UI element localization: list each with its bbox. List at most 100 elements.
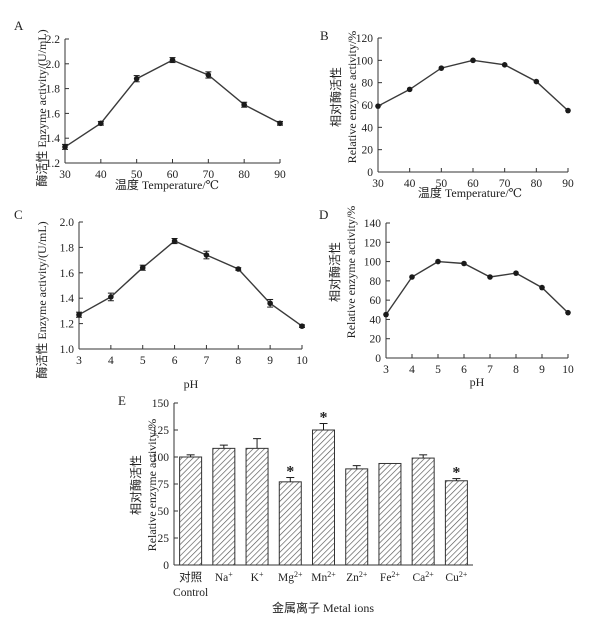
category-superscript: + bbox=[259, 570, 264, 579]
panel-a-y-tick-labels: 1.2 1.4 1.6 1.8 2.0 2.2 bbox=[46, 34, 61, 170]
panel-letter-d: D bbox=[319, 207, 328, 222]
data-point bbox=[539, 284, 545, 291]
panel-c-enzyme-activity-ph: C 酶活性 Enzyme activity/(U/mL) pH 3 4 5 6 7 8 9 1… bbox=[14, 207, 308, 391]
data-point bbox=[108, 294, 114, 300]
y-tick-label: 60 bbox=[370, 295, 382, 307]
x-tick-label: Fe2+ bbox=[380, 570, 401, 584]
significance-star: * bbox=[452, 465, 460, 482]
y-tick-label: 80 bbox=[362, 78, 374, 90]
category-base: Mg bbox=[278, 572, 294, 584]
panel-b-x-axis-label: 温度 Temperature/℃ bbox=[418, 185, 522, 200]
y-tick-label: 40 bbox=[362, 122, 374, 134]
panel-a-x-axis-label: 温度 Temperature/℃ bbox=[115, 177, 219, 192]
category-base: Zn bbox=[346, 572, 359, 584]
x-tick-label: 70 bbox=[499, 178, 511, 190]
panel-d-data-marks bbox=[383, 258, 571, 318]
x-tick-label: 对照 bbox=[179, 570, 202, 584]
x-tick-label: 6 bbox=[461, 364, 467, 376]
x-tick-label: 7 bbox=[204, 355, 210, 367]
data-point bbox=[375, 103, 381, 109]
data-point bbox=[62, 144, 68, 150]
y-tick-label: 50 bbox=[158, 506, 170, 518]
panel-a-x-tick-labels: 30 40 50 60 70 80 90 bbox=[59, 169, 286, 181]
panel-d-relative-activity-ph: D 相对酶活性 Relative enzyme activity/% pH 3 4… bbox=[319, 206, 574, 389]
y-tick-label: 1.6 bbox=[46, 108, 61, 120]
x-tick-label: Na+ bbox=[215, 570, 233, 584]
category-superscript: + bbox=[228, 570, 233, 579]
y-tick-label: 25 bbox=[158, 533, 170, 545]
y-tick-label: 1.4 bbox=[60, 293, 75, 305]
y-tick-label: 0 bbox=[375, 353, 381, 365]
series-line bbox=[377, 59, 569, 112]
panel-a-data-marks bbox=[62, 57, 283, 150]
data-point bbox=[277, 120, 283, 127]
data-point bbox=[205, 72, 212, 78]
panel-b-y-axis-label-en: Relative enzyme activity/% bbox=[345, 31, 359, 164]
y-tick-label: 2.0 bbox=[46, 59, 61, 71]
bar bbox=[312, 429, 335, 566]
y-tick-label: 1.2 bbox=[60, 319, 75, 331]
panel-e-data-marks: * * * bbox=[179, 410, 468, 566]
panel-e-x-axis-label: 金属离子 Metal ions bbox=[272, 600, 374, 615]
y-tick-label: 100 bbox=[356, 55, 374, 67]
x-tick-label: Cu2+ bbox=[445, 570, 467, 584]
category-base: Ca bbox=[413, 572, 426, 584]
panel-d-axes bbox=[385, 222, 569, 359]
y-tick-label: 2.2 bbox=[46, 34, 61, 46]
y-tick-label: 20 bbox=[362, 145, 374, 157]
data-point bbox=[409, 274, 415, 280]
data-point bbox=[267, 300, 273, 307]
panel-b-y-axis-label-cn: 相对酶活性 bbox=[328, 67, 343, 127]
x-tick-label: 60 bbox=[467, 178, 479, 190]
data-point bbox=[235, 266, 242, 272]
panel-d-y-tick-labels: 0 20 40 60 80 100 120 140 bbox=[364, 218, 382, 365]
panel-e-y-tick-labels: 0 25 50 75 100 125 150 bbox=[152, 398, 170, 572]
data-point bbox=[299, 323, 305, 329]
x-tick-label: Ca2+ bbox=[413, 570, 435, 584]
x-tick-label: 8 bbox=[513, 364, 519, 376]
panel-b-relative-activity-temperature: B 相对酶活性 Relative enzyme activity/% 温度 Te… bbox=[320, 28, 574, 200]
panel-d-y-axis-label-en: Relative enzyme activity/% bbox=[344, 206, 358, 339]
y-tick-label: 40 bbox=[370, 314, 382, 326]
panel-a-enzyme-activity-temperature: A 酶活性 Enzyme activity/(U/mL) 温度 Temperat… bbox=[14, 18, 286, 192]
category-base: Fe bbox=[380, 572, 392, 584]
y-tick-label: 1.0 bbox=[60, 344, 75, 356]
data-point bbox=[438, 65, 445, 71]
panel-b-data-marks bbox=[375, 57, 571, 114]
category-superscript: 2+ bbox=[294, 570, 303, 579]
series-line bbox=[64, 59, 281, 148]
category-superscript: 2+ bbox=[327, 570, 336, 579]
y-tick-label: 1.8 bbox=[60, 242, 75, 254]
category-superscript: 2+ bbox=[425, 570, 434, 579]
x-tick-label: 70 bbox=[203, 169, 215, 181]
panel-letter-c: C bbox=[14, 207, 23, 222]
y-tick-label: 2.0 bbox=[60, 217, 75, 229]
panel-c-x-tick-labels: 3 4 5 6 7 8 9 10 bbox=[76, 355, 308, 367]
x-tick-label: Mg2+ bbox=[278, 570, 303, 584]
panel-c-x-axis-label: pH bbox=[184, 377, 199, 391]
data-point bbox=[406, 86, 413, 93]
data-point bbox=[501, 62, 508, 68]
x-tick-label: 6 bbox=[172, 355, 178, 367]
x-tick-label: 9 bbox=[267, 355, 273, 367]
series-line bbox=[78, 240, 303, 327]
data-point bbox=[203, 252, 210, 258]
x-tick-label-second-line: Control bbox=[173, 587, 208, 599]
x-tick-label: 90 bbox=[562, 178, 574, 190]
x-tick-label: 30 bbox=[372, 178, 384, 190]
x-tick-label: 80 bbox=[238, 169, 250, 181]
data-point bbox=[461, 260, 467, 267]
category-superscript: 2+ bbox=[459, 570, 468, 579]
panel-d-x-axis-label: pH bbox=[470, 375, 485, 389]
category-base: 对照 bbox=[179, 570, 202, 584]
data-point bbox=[435, 258, 441, 265]
bar bbox=[212, 447, 236, 566]
data-point bbox=[171, 238, 178, 244]
data-point bbox=[470, 57, 476, 64]
x-tick-label: 50 bbox=[131, 169, 143, 181]
panel-c-axes bbox=[78, 221, 303, 350]
data-point bbox=[533, 78, 540, 85]
category-base: Mn bbox=[311, 572, 327, 584]
